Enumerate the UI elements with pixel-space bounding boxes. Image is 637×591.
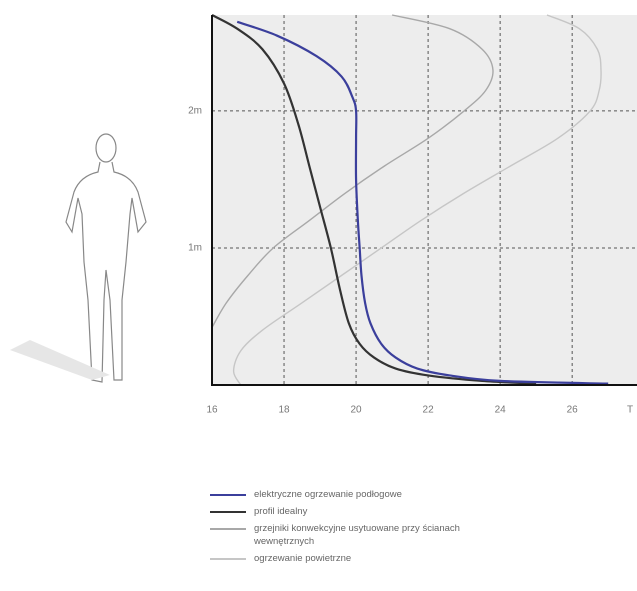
x-tick-label: 18 (278, 405, 290, 416)
x-tick-label: 22 (423, 405, 435, 416)
y-tick-label: 1m (188, 243, 202, 254)
legend-item: ogrzewanie powietrzne (210, 552, 510, 565)
shadow (10, 340, 110, 380)
page: T 16 18 20 22 24 26 1m 2m elektryczne ogrzewani… (0, 0, 637, 591)
x-tick-label: 26 (567, 405, 579, 416)
x-tick-label: 20 (351, 405, 363, 416)
y-tick-label: 2m (188, 106, 202, 117)
legend-label: profil idealny (254, 505, 494, 518)
legend-label: ogrzewanie powietrzne (254, 552, 494, 565)
legend-swatch (210, 558, 246, 560)
plot-background (212, 15, 637, 385)
legend-swatch (210, 494, 246, 496)
x-tick-label: 16 (206, 405, 218, 416)
legend-item: grzejniki konwekcyjne usytuowane przy śc… (210, 522, 510, 548)
x-axis-label: T (627, 405, 633, 416)
legend-item: elektryczne ogrzewanie podłogowe (210, 488, 510, 501)
legend-swatch (210, 511, 246, 513)
person-silhouette (66, 134, 146, 382)
legend: elektryczne ogrzewanie podłogowe profil i… (210, 488, 510, 569)
legend-swatch (210, 528, 246, 530)
x-tick-label: 24 (495, 405, 507, 416)
legend-label: elektryczne ogrzewanie podłogowe (254, 488, 494, 501)
legend-item: profil idealny (210, 505, 510, 518)
legend-label: grzejniki konwekcyjne usytuowane przy śc… (254, 522, 484, 548)
